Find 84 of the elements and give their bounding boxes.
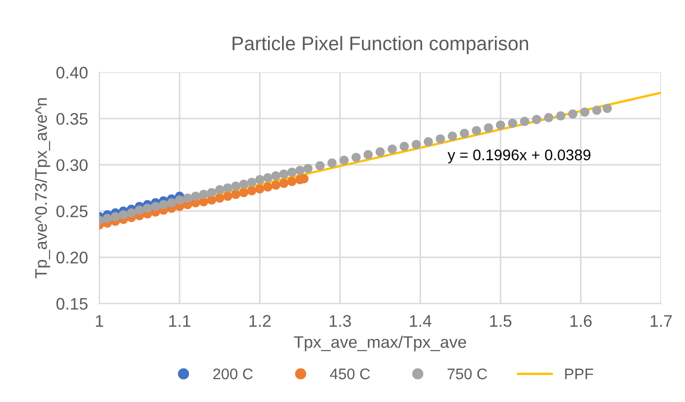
point bbox=[271, 180, 280, 190]
point bbox=[602, 104, 612, 114]
point bbox=[412, 140, 421, 150]
point bbox=[263, 173, 272, 182]
x-tick-label: 1 bbox=[96, 315, 104, 327]
point bbox=[102, 214, 112, 224]
point bbox=[484, 123, 494, 132]
point bbox=[436, 134, 445, 144]
point bbox=[223, 192, 232, 201]
point bbox=[568, 109, 578, 119]
y-tick-label: 0.25 bbox=[56, 205, 88, 218]
point bbox=[199, 190, 208, 200]
point bbox=[448, 132, 457, 141]
y-tick-label: 0.15 bbox=[56, 298, 88, 310]
point bbox=[364, 150, 373, 160]
point bbox=[532, 114, 542, 124]
point bbox=[592, 106, 602, 115]
point bbox=[327, 158, 337, 168]
legend-label: 450 C bbox=[330, 368, 370, 380]
point bbox=[580, 108, 590, 117]
x-tick-label: 1.5 bbox=[490, 315, 512, 327]
point bbox=[351, 152, 361, 162]
x-tick-label: 1.6 bbox=[570, 315, 592, 327]
point bbox=[263, 182, 272, 192]
legend-label: PPF bbox=[565, 368, 594, 380]
legend-label: 750 C bbox=[448, 368, 487, 380]
point bbox=[315, 161, 325, 170]
y-tick-label: 0.20 bbox=[56, 252, 88, 264]
x-tick-label: 1.4 bbox=[410, 315, 432, 327]
point bbox=[255, 184, 264, 194]
point bbox=[303, 164, 313, 174]
point bbox=[191, 192, 200, 201]
point bbox=[472, 126, 482, 136]
point bbox=[231, 190, 240, 200]
point bbox=[231, 181, 240, 191]
point bbox=[279, 178, 288, 188]
point bbox=[496, 120, 506, 130]
point bbox=[556, 111, 566, 120]
point bbox=[424, 137, 433, 146]
point bbox=[215, 185, 224, 194]
point bbox=[400, 142, 409, 151]
point bbox=[239, 188, 248, 198]
point bbox=[134, 206, 144, 215]
point bbox=[255, 175, 264, 184]
y-axis-title: Tp_ave^0.73/Tpx_ave^n bbox=[34, 98, 50, 278]
y-tick-label: 0.30 bbox=[56, 159, 88, 172]
x-tick-label: 1.7 bbox=[650, 315, 672, 327]
point bbox=[239, 180, 248, 189]
point bbox=[271, 171, 280, 181]
point bbox=[215, 194, 224, 203]
x-axis-title: Tpx_ave_max/Tpx_ave bbox=[294, 336, 466, 352]
legend-label: 200 C bbox=[213, 368, 253, 380]
point bbox=[142, 204, 152, 213]
point bbox=[247, 186, 256, 196]
chart-title: Particle Pixel Function comparison bbox=[232, 36, 528, 54]
point bbox=[287, 168, 297, 177]
x-tick-label: 1.1 bbox=[169, 315, 190, 327]
point bbox=[126, 208, 136, 218]
point bbox=[158, 200, 168, 210]
point bbox=[207, 188, 216, 198]
point bbox=[223, 183, 232, 193]
point bbox=[376, 147, 385, 156]
point bbox=[508, 118, 518, 128]
point bbox=[520, 116, 530, 126]
annotation: y = 0.1996x + 0.0389 bbox=[448, 150, 590, 164]
point bbox=[118, 210, 128, 220]
point bbox=[544, 113, 554, 122]
point bbox=[247, 178, 256, 187]
point bbox=[182, 194, 192, 203]
point bbox=[388, 144, 397, 154]
point bbox=[287, 176, 297, 186]
x-tick-label: 1.2 bbox=[250, 315, 271, 327]
x-tick-label: 1.3 bbox=[330, 315, 351, 327]
point bbox=[279, 169, 288, 179]
point bbox=[174, 195, 184, 205]
point bbox=[339, 156, 349, 165]
point bbox=[295, 166, 305, 175]
point bbox=[110, 212, 120, 222]
point bbox=[150, 202, 160, 212]
point bbox=[299, 174, 309, 184]
y-tick-label: 0.35 bbox=[56, 112, 88, 125]
point bbox=[166, 198, 176, 208]
point bbox=[460, 128, 470, 138]
y-tick-label: 0.40 bbox=[56, 66, 88, 79]
